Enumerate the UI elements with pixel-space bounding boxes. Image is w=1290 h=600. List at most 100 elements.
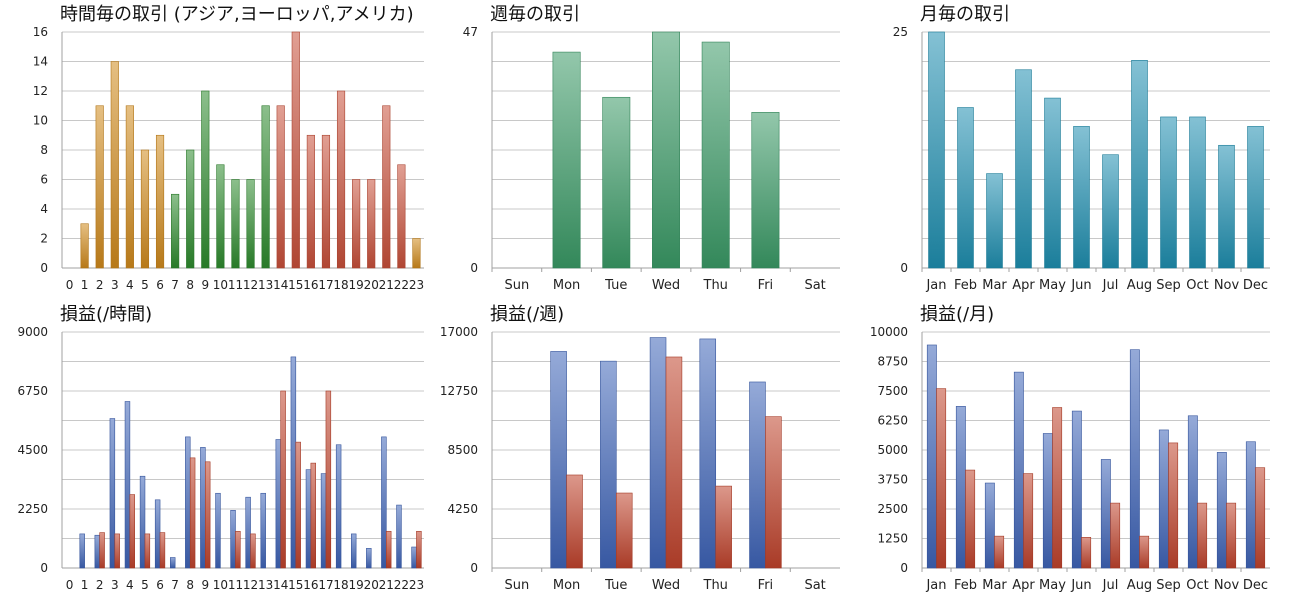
- x-tick-label: Feb: [954, 278, 977, 293]
- chart-title: 損益(/週): [490, 304, 565, 325]
- chart-title: 週毎の取引: [490, 4, 580, 25]
- bar-series0-Aug: [1129, 349, 1140, 569]
- chart-panel-weekly-trades: 週毎の取引 0 47 Sun Mon Tue Wed Thu Fri Sat: [430, 0, 860, 300]
- x-tick-label: 23: [409, 578, 424, 592]
- bar-series0-Mon: [550, 351, 567, 569]
- x-tick-label: 3: [111, 278, 119, 292]
- x-tick-label: 12: [243, 278, 258, 292]
- x-tick-label: Wed: [652, 278, 680, 293]
- bar-17: [321, 134, 331, 269]
- bar-5: [140, 149, 150, 269]
- x-tick-label: Feb: [954, 578, 977, 593]
- bar-1: [80, 223, 89, 269]
- y-tick-label: 0: [900, 561, 908, 575]
- y-tick-label: 17000: [440, 325, 478, 339]
- bar-series1-Sep: [1168, 442, 1179, 569]
- bar-12: [246, 179, 255, 269]
- x-tick-label: 22: [394, 278, 409, 292]
- bar-series1-Thu: [715, 485, 732, 569]
- bar-series1-Mon: [566, 474, 583, 569]
- x-tick-label: Thu: [703, 278, 728, 293]
- y-tick-label: 12: [33, 84, 48, 98]
- bar-19: [352, 179, 361, 269]
- x-tick-label: 21: [379, 578, 394, 592]
- x-tick-label: 13: [258, 578, 273, 592]
- x-tick-label: Mon: [553, 278, 580, 293]
- bar-series1-Tue: [615, 492, 633, 569]
- bar-series1-Apr: [1023, 473, 1034, 569]
- x-tick-label: 15: [288, 278, 303, 292]
- x-tick-label: Sep: [1156, 578, 1181, 593]
- bar-Fri: [751, 112, 780, 269]
- bar-series1-Jan: [936, 388, 947, 569]
- chart-panel-monthly-pnl: 損益(/月) 0 1250 2500 3750 5000 6250 7500 8750 1000…: [860, 300, 1290, 600]
- bar-series0-11: [230, 510, 236, 569]
- x-tick-label: 12: [243, 578, 258, 592]
- chart-title: 損益(/時間): [60, 304, 153, 325]
- y-tick-label: 16: [33, 25, 48, 39]
- bar-series0-17: [320, 473, 327, 569]
- x-tick-label: 1: [81, 578, 89, 592]
- bar-series0-3: [109, 418, 116, 569]
- bar-16: [306, 134, 315, 269]
- y-tick-label: 4: [40, 202, 48, 216]
- x-tick-label: Mar: [982, 578, 1007, 593]
- bar-series0-14: [275, 439, 282, 569]
- bar-series1-6: [159, 532, 166, 569]
- bar-Jul: [1102, 154, 1119, 269]
- x-tick-label: 5: [141, 278, 149, 292]
- bar-series1-4: [129, 494, 136, 569]
- x-tick-label: Apr: [1012, 278, 1035, 293]
- y-tick-label: 6750: [17, 384, 48, 398]
- bar-series0-18: [335, 444, 342, 569]
- x-tick-label: 3: [111, 578, 119, 592]
- chart-svg-weekly-pnl: 0 4250 8500 12750 17000 Sun Mon Tue Wed Thu Fri Sat: [440, 325, 840, 593]
- bar-Feb: [957, 107, 974, 269]
- y-tick-label: 10: [33, 114, 48, 128]
- bar-series0-Jun: [1071, 410, 1082, 569]
- x-tick-label: 15: [288, 578, 303, 592]
- y-tick-label: 2500: [877, 502, 908, 516]
- x-tick-label: 21: [379, 278, 394, 292]
- bar-series1-Nov: [1226, 502, 1237, 569]
- x-tick-label: 10: [213, 578, 228, 592]
- bar-Dec: [1247, 126, 1264, 269]
- x-tick-label: 14: [273, 578, 288, 592]
- y-tick-label: 6: [40, 173, 48, 187]
- x-tick-label: Sat: [804, 278, 825, 293]
- bar-series0-May: [1042, 433, 1053, 569]
- bar-series1-9: [204, 461, 211, 569]
- bar-series1-5: [144, 533, 151, 569]
- bar-series0-23: [411, 546, 417, 569]
- x-tick-label: Jul: [1102, 278, 1119, 293]
- chart-panel-monthly-trades: 月毎の取引 0 25 Jan Feb Mar Apr May Jun Jul Aug Sep Oct N…: [860, 0, 1290, 300]
- x-tick-label: 9: [201, 578, 209, 592]
- y-tick-label: 0: [40, 261, 48, 275]
- bar-series0-1: [79, 533, 85, 569]
- x-tick-label: Jun: [1070, 278, 1091, 293]
- y-tick-label: 47: [463, 25, 478, 39]
- x-tick-label: 1: [81, 278, 89, 292]
- x-tick-label: Tue: [604, 278, 627, 293]
- y-tick-label: 25: [893, 25, 908, 39]
- y-tick-label: 10000: [870, 325, 908, 339]
- x-tick-label: Dec: [1243, 278, 1268, 293]
- x-tick-label: Jan: [925, 278, 946, 293]
- x-tick-label: 4: [126, 278, 134, 292]
- x-tick-label: 0: [66, 578, 74, 592]
- chart-panel-hourly-trades: 時間毎の取引 (アジア,ヨーロッパ,アメリカ) 0 2 4 6 8 10 12 14 16 0 1 2…: [0, 0, 430, 300]
- bar-series0-6: [154, 499, 161, 569]
- bar-15: [291, 31, 300, 269]
- bar-21: [382, 105, 391, 269]
- x-tick-label: 17: [318, 278, 333, 292]
- bar-Sep: [1160, 116, 1177, 269]
- bar-series0-21: [381, 436, 387, 569]
- y-tick-label: 5000: [877, 443, 908, 457]
- bar-series1-Oct: [1197, 502, 1208, 569]
- y-tick-label: 4500: [17, 443, 48, 457]
- bar-Apr: [1015, 69, 1032, 269]
- bar-series0-4: [124, 401, 131, 569]
- x-tick-label: Apr: [1012, 578, 1035, 593]
- x-tick-label: 18: [333, 578, 348, 592]
